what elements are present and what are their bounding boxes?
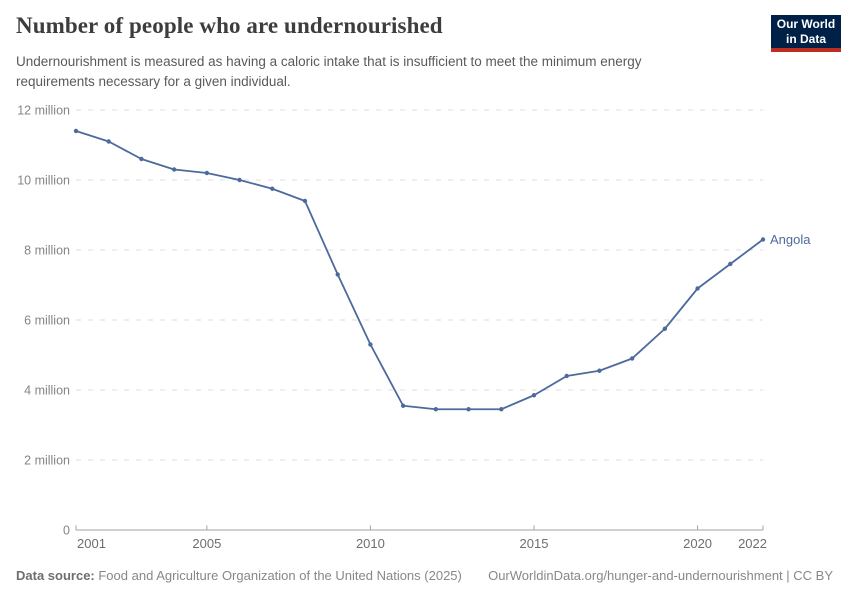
y-tick-label: 6 million xyxy=(24,314,70,328)
data-point-marker[interactable] xyxy=(302,198,308,204)
data-point-marker[interactable] xyxy=(466,407,471,412)
y-tick-label: 8 million xyxy=(24,244,70,258)
y-tick-label: 10 million xyxy=(17,174,70,188)
series-label-angola[interactable]: Angola xyxy=(770,232,811,247)
y-tick-label: 12 million xyxy=(17,104,70,118)
owid-logo-line2: in Data xyxy=(785,31,826,46)
x-tick-label: 2005 xyxy=(192,536,221,551)
data-source-label: Data source: xyxy=(16,568,95,583)
data-point-marker[interactable] xyxy=(662,326,668,331)
owid-logo[interactable]: Our World in Data xyxy=(771,15,841,52)
data-point-marker[interactable] xyxy=(171,167,177,172)
y-tick-label: 2 million xyxy=(24,454,70,468)
data-source: Data source: Food and Agriculture Organi… xyxy=(16,568,462,583)
data-point-marker[interactable] xyxy=(400,403,406,408)
data-point-marker[interactable] xyxy=(695,286,700,291)
data-point-marker[interactable] xyxy=(629,356,635,361)
x-tick-label: 2022 xyxy=(738,536,767,551)
credit-link[interactable]: OurWorldinData.org/hunger-and-undernouri… xyxy=(488,568,833,583)
data-point-marker[interactable] xyxy=(760,237,766,242)
x-tick-label: 2015 xyxy=(520,536,549,551)
data-point-marker[interactable] xyxy=(597,368,602,373)
trend-line xyxy=(75,130,764,411)
x-tick-label: 2020 xyxy=(683,536,712,551)
data-point-marker[interactable] xyxy=(499,407,504,412)
data-source-text: Food and Agriculture Organization of the… xyxy=(94,568,462,583)
x-tick-label: 2001 xyxy=(77,536,106,551)
data-point-marker[interactable] xyxy=(368,342,373,347)
data-point-marker[interactable] xyxy=(433,407,439,412)
y-tick-label: 0 xyxy=(63,524,70,538)
page-title: Number of people who are undernourished xyxy=(16,13,443,38)
data-point-marker[interactable] xyxy=(106,139,111,144)
owid-logo-line1: Our World xyxy=(776,17,836,31)
x-tick-label: 2010 xyxy=(356,536,385,551)
data-point-marker[interactable] xyxy=(204,170,210,176)
data-point-marker[interactable] xyxy=(335,272,340,277)
data-point-marker[interactable] xyxy=(564,373,569,379)
chart-subtitle: Undernourishment is measured as having a… xyxy=(16,54,642,89)
data-point-marker[interactable] xyxy=(73,128,79,134)
y-tick-label: 4 million xyxy=(24,384,70,398)
data-point-marker[interactable] xyxy=(237,177,242,183)
data-point-marker[interactable] xyxy=(728,261,733,267)
data-point-marker[interactable] xyxy=(270,186,275,191)
chart-footer: Data source: Food and Agriculture Organi… xyxy=(16,568,833,583)
data-point-marker[interactable] xyxy=(531,393,537,398)
data-point-marker[interactable] xyxy=(139,156,144,162)
